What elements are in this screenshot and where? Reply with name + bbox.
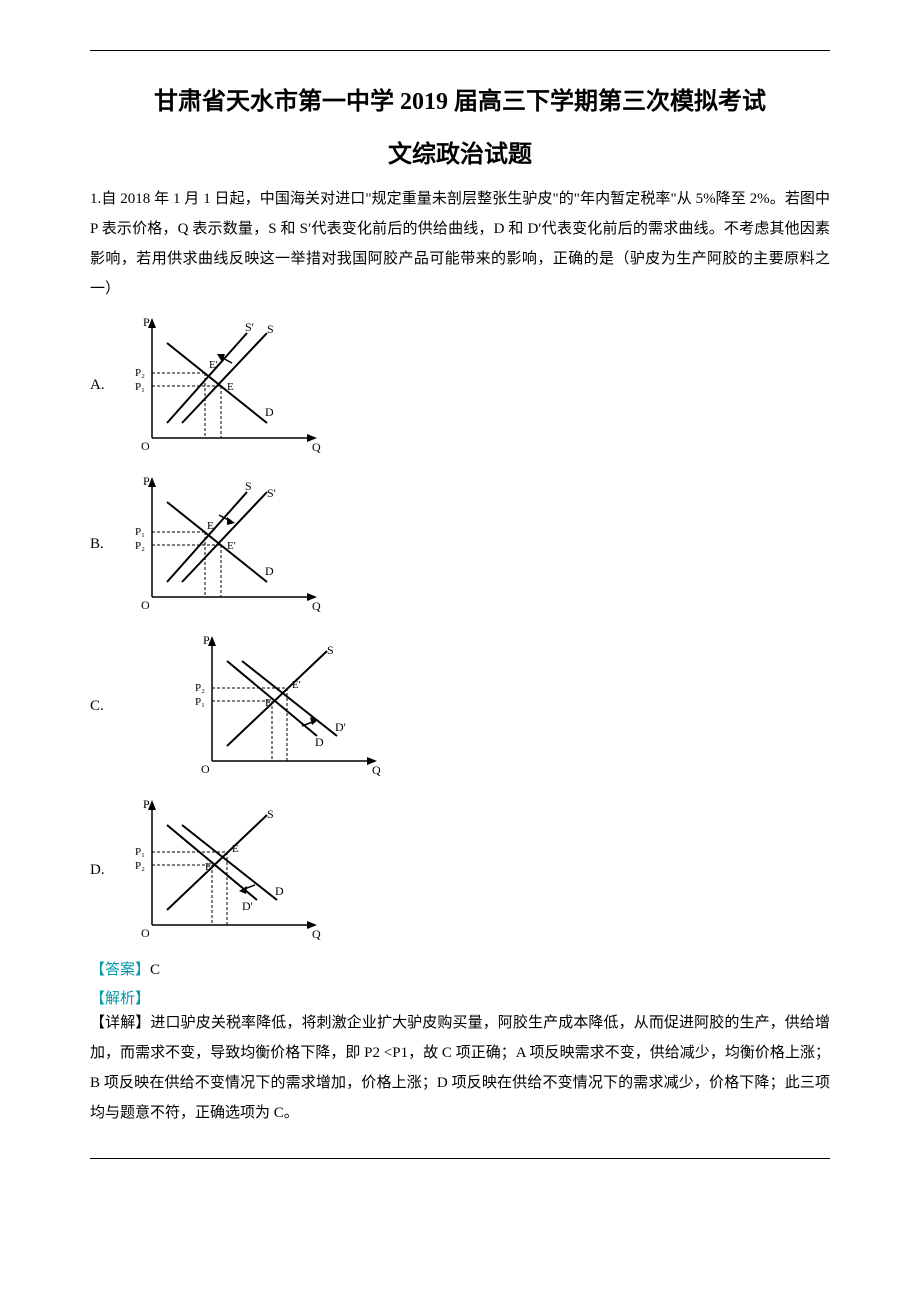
svg-text:Q: Q [312, 927, 321, 941]
option-d-row: D. P Q O S D D' E E' [90, 790, 830, 950]
svg-text:P: P [143, 797, 150, 811]
svg-text:P₂: P₂ [135, 860, 145, 872]
page-title-line2: 文综政治试题 [90, 134, 830, 169]
svg-text:P: P [143, 474, 150, 488]
question-text: 1.自 2018 年 1 月 1 日起，中国海关对进口"规定重量未剖层整张生驴皮… [90, 184, 830, 304]
axis-p-label: P [143, 315, 150, 329]
option-a-row: A. P Q O S' S D E' E [90, 308, 830, 463]
svg-text:P₂: P₂ [135, 540, 145, 552]
analysis-label: 【解析】 [90, 987, 830, 1008]
answer-label: 【答案】 [90, 962, 150, 978]
svg-text:O: O [201, 762, 210, 776]
origin-label: O [141, 439, 150, 453]
svg-text:E': E' [227, 540, 236, 552]
svg-text:S': S' [267, 486, 276, 500]
svg-text:O: O [141, 926, 150, 940]
svg-text:P₂: P₂ [195, 682, 205, 694]
axis-q-label: Q [312, 440, 321, 454]
analysis-text: 【详解】进口驴皮关税率降低，将刺激企业扩大驴皮购买量，阿胶生产成本降低，从而促进… [90, 1008, 830, 1128]
svg-text:E: E [207, 520, 214, 532]
svg-text:S': S' [245, 320, 254, 334]
option-d-label: D. [90, 862, 112, 879]
svg-text:E': E' [209, 359, 218, 371]
svg-text:Q: Q [312, 599, 321, 613]
svg-text:D: D [275, 884, 284, 898]
option-b-label: B. [90, 536, 112, 553]
analysis-body: 进口驴皮关税率降低，将刺激企业扩大驴皮购买量，阿胶生产成本降低，从而促进阿胶的生… [90, 1015, 830, 1121]
svg-text:O: O [141, 598, 150, 612]
question-body: 自 2018 年 1 月 1 日起，中国海关对进口"规定重量未剖层整张生驴皮"的… [90, 191, 830, 297]
question-number: 1. [90, 191, 101, 207]
page-title-line1: 甘肃省天水市第一中学 2019 届高三下学期第三次模拟考试 [90, 81, 830, 124]
svg-text:E: E [227, 381, 234, 393]
svg-text:D: D [315, 735, 324, 749]
svg-text:S: S [327, 643, 334, 657]
answer-value: C [150, 962, 160, 978]
svg-text:Q: Q [372, 763, 381, 777]
svg-text:E': E' [292, 679, 301, 691]
option-c-label: C. [90, 698, 112, 715]
chart-b: P Q O S S' D E E' P₁ P₂ [127, 467, 327, 622]
svg-text:P₁: P₁ [195, 696, 205, 708]
svg-text:P₂: P₂ [135, 367, 145, 379]
svg-text:D': D' [242, 899, 253, 913]
svg-text:S: S [245, 479, 252, 493]
option-b-row: B. P Q O S S' D E E' [90, 467, 830, 622]
svg-text:P₁: P₁ [135, 526, 145, 538]
option-c-row: C. P Q O S D D' E' E [90, 626, 830, 786]
bottom-divider [90, 1158, 830, 1159]
analysis-detail-label: 【详解】 [90, 1015, 150, 1031]
svg-text:P: P [203, 633, 210, 647]
svg-text:P₁: P₁ [135, 381, 145, 393]
chart-d: P Q O S D D' E E' P₁ P₂ [127, 790, 327, 950]
svg-text:D: D [265, 564, 274, 578]
chart-a: P Q O S' S D E' E P₂ P₁ [127, 308, 327, 463]
svg-text:S: S [267, 807, 274, 821]
svg-text:D: D [265, 405, 274, 419]
svg-text:E: E [265, 697, 272, 709]
option-a-label: A. [90, 377, 112, 394]
chart-c: P Q O S D D' E' E P₂ P₁ [187, 626, 387, 786]
svg-text:D': D' [335, 720, 346, 734]
answer-row: 【答案】C [90, 958, 830, 979]
top-divider [90, 50, 830, 51]
svg-text:P₁: P₁ [135, 846, 145, 858]
svg-text:E: E [232, 843, 239, 855]
svg-text:S: S [267, 322, 274, 336]
